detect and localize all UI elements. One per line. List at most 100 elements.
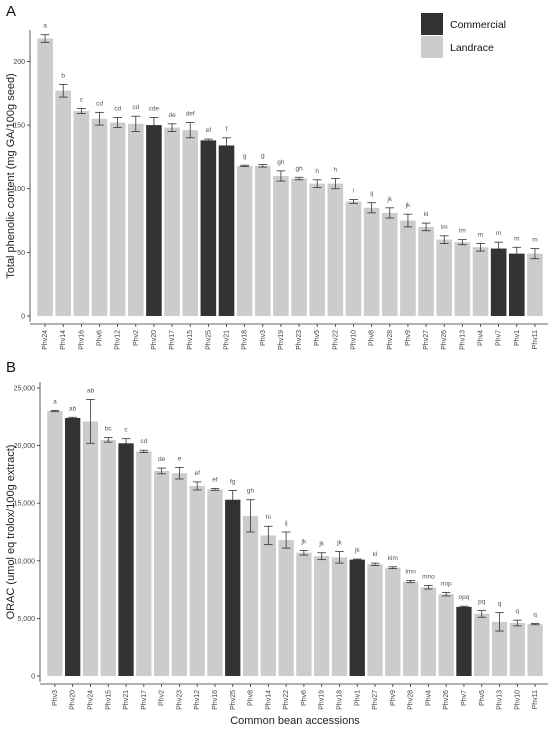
x-tick-label: Phv7 [496, 330, 503, 346]
error-bar [281, 531, 291, 549]
error-bar [157, 467, 166, 475]
y-tick-label: 150 [13, 123, 25, 130]
error-bar [258, 164, 268, 168]
bar-phv28 [402, 581, 419, 676]
bar-phv26 [436, 239, 453, 316]
significance-label: lm [459, 228, 466, 235]
x-tick-label: Phv25 [205, 330, 212, 350]
significance-label: a [43, 23, 47, 30]
bar-phv2 [127, 123, 144, 317]
bar-phv9 [385, 567, 401, 676]
bar-phv18 [236, 165, 253, 316]
significance-label: jk [318, 541, 324, 548]
significance-label: ef [206, 127, 212, 134]
significance-label: ef [212, 476, 218, 483]
x-tick-label: Phv22 [332, 330, 339, 350]
x-tick-label: Phv21 [224, 330, 231, 350]
x-tick-label: Phv10 [351, 330, 358, 350]
panel-b: BaPhv3abPhv20abPhv24bcPhv15cPhv21cdPhv17… [5, 359, 548, 727]
bar-phv22 [278, 540, 294, 676]
x-tick-label: Phv4 [425, 690, 432, 706]
error-bar [113, 117, 123, 129]
significance-label: kl [373, 551, 378, 558]
error-bar [441, 592, 451, 597]
bar-phv16 [73, 111, 90, 316]
x-tick-label: Phv1 [354, 690, 361, 706]
x-tick-label: Phv16 [212, 690, 219, 710]
legend-label-commercial: Commercial [450, 19, 506, 31]
significance-label: c [124, 427, 128, 434]
error-bar [40, 34, 50, 43]
error-bar [139, 449, 149, 453]
error-bar [240, 164, 250, 167]
x-tick-label: Phv19 [278, 330, 285, 350]
significance-label: ab [87, 388, 95, 395]
significance-label: def [186, 111, 195, 118]
significance-label: ij [285, 520, 288, 527]
significance-label: lmn [405, 568, 416, 575]
x-tick-label: Phv28 [408, 690, 415, 710]
x-tick-label: Phv7 [461, 690, 468, 706]
bar-phv3 [47, 411, 63, 676]
significance-label: klm [388, 555, 398, 562]
significance-label: m [496, 230, 501, 237]
error-bar [175, 467, 184, 480]
x-axis-title: Common bean accessions [230, 715, 360, 727]
significance-label: a [53, 398, 57, 405]
bar-phv20 [146, 125, 162, 316]
bar-phv5 [474, 613, 490, 676]
bar-phv9 [400, 220, 416, 316]
y-tick-label: 0 [31, 674, 35, 681]
bar-phv21 [118, 443, 134, 676]
x-tick-label: Phv28 [387, 330, 394, 350]
x-tick-label: Phv16 [78, 330, 85, 350]
error-bar [95, 111, 104, 126]
bar-phv15 [182, 130, 199, 316]
error-bar [167, 123, 177, 132]
bar-phv12 [189, 485, 205, 676]
bar-phv6 [296, 552, 312, 676]
significance-label: q [516, 608, 520, 615]
x-tick-label: Phv26 [441, 330, 448, 350]
significance-label: f [226, 126, 228, 133]
significance-label: g [261, 153, 265, 160]
x-tick-label: Phv6 [97, 330, 104, 346]
significance-label: c [80, 97, 84, 104]
bar-phv6 [91, 118, 108, 317]
x-tick-label: Phv4 [478, 330, 485, 346]
x-tick-label: Phv12 [115, 330, 122, 350]
x-tick-label: Phv25 [230, 690, 237, 710]
error-bar [367, 202, 377, 214]
bar-phv24 [37, 38, 53, 316]
error-bar [185, 122, 195, 139]
error-bar [68, 416, 77, 420]
error-bar [530, 623, 540, 626]
bar-phv28 [381, 212, 398, 316]
bar-phv16 [207, 489, 223, 676]
significance-label: pq [478, 598, 486, 605]
x-tick-label: Phv13 [497, 690, 504, 710]
x-tick-label: Phv3 [52, 690, 59, 706]
error-bar [335, 551, 344, 564]
x-tick-label: Phv3 [260, 330, 267, 346]
bar-phv18 [331, 557, 348, 676]
x-tick-label: Phv20 [151, 330, 158, 350]
significance-label: jk [405, 202, 411, 209]
x-tick-label: Phv27 [423, 330, 430, 350]
bar-phv3 [254, 165, 271, 316]
panel-label: B [6, 359, 16, 376]
bar-phv15 [100, 439, 116, 676]
y-tick-label: 5,000 [17, 616, 35, 623]
error-bar [424, 585, 433, 590]
significance-label: kl [424, 211, 429, 218]
error-bar [246, 499, 255, 533]
y-tick-label: 20,000 [14, 443, 36, 450]
error-bar [459, 605, 469, 608]
error-bar [317, 552, 326, 561]
error-bar [352, 558, 362, 561]
bar-phv27 [367, 564, 383, 676]
y-tick-label: 10,000 [14, 558, 36, 565]
x-tick-label: Phv14 [60, 330, 67, 350]
significance-label: b [61, 72, 65, 79]
bar-phv13 [454, 242, 471, 316]
